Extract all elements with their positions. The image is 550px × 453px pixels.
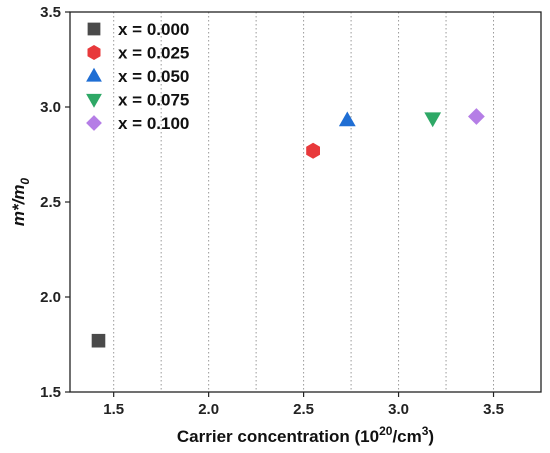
y-tick-label: 3.0 xyxy=(40,99,61,116)
y-axis-title: m*/m0 xyxy=(9,178,32,227)
legend: x = 0.000 x = 0.025 x = 0.050 x = 0.075 x = … xyxy=(86,20,189,133)
y-tick-label: 2.5 xyxy=(40,194,61,211)
x-tick-label: 2.0 xyxy=(198,401,219,418)
data-point-series-4 xyxy=(468,108,485,125)
gridlines xyxy=(113,12,495,392)
x-tick-label: 3.5 xyxy=(483,401,504,418)
legend-marker-4 xyxy=(86,115,102,131)
data-points xyxy=(91,108,485,348)
data-point-series-3 xyxy=(424,112,442,128)
legend-label-1: x = 0.025 xyxy=(118,44,189,63)
data-point-series-0 xyxy=(91,333,106,348)
legend-marker-3 xyxy=(86,93,102,108)
legend-marker-0 xyxy=(87,22,101,36)
legend-label-2: x = 0.050 xyxy=(118,67,189,86)
data-point-series-1 xyxy=(306,142,320,159)
y-tick-label: 3.5 xyxy=(40,4,61,21)
legend-label-0: x = 0.000 xyxy=(118,20,189,39)
x-tick-label: 3.0 xyxy=(388,401,409,418)
legend-label-4: x = 0.100 xyxy=(118,114,189,133)
legend-label-3: x = 0.075 xyxy=(118,91,189,110)
data-point-series-2 xyxy=(338,111,356,127)
y-tick-label: 1.5 xyxy=(40,384,61,401)
axis-ticks: 1.5 2.0 2.5 3.0 3.5 1.5 2.0 2.5 3.0 3.5 xyxy=(40,4,504,418)
x-tick-label: 1.5 xyxy=(103,401,124,418)
y-tick-label: 2.0 xyxy=(40,289,61,306)
legend-marker-2 xyxy=(86,67,102,82)
x-tick-label: 2.5 xyxy=(293,401,314,418)
legend-marker-1 xyxy=(87,45,101,60)
x-axis-title: Carrier concentration (1020/cm3) xyxy=(177,424,434,446)
